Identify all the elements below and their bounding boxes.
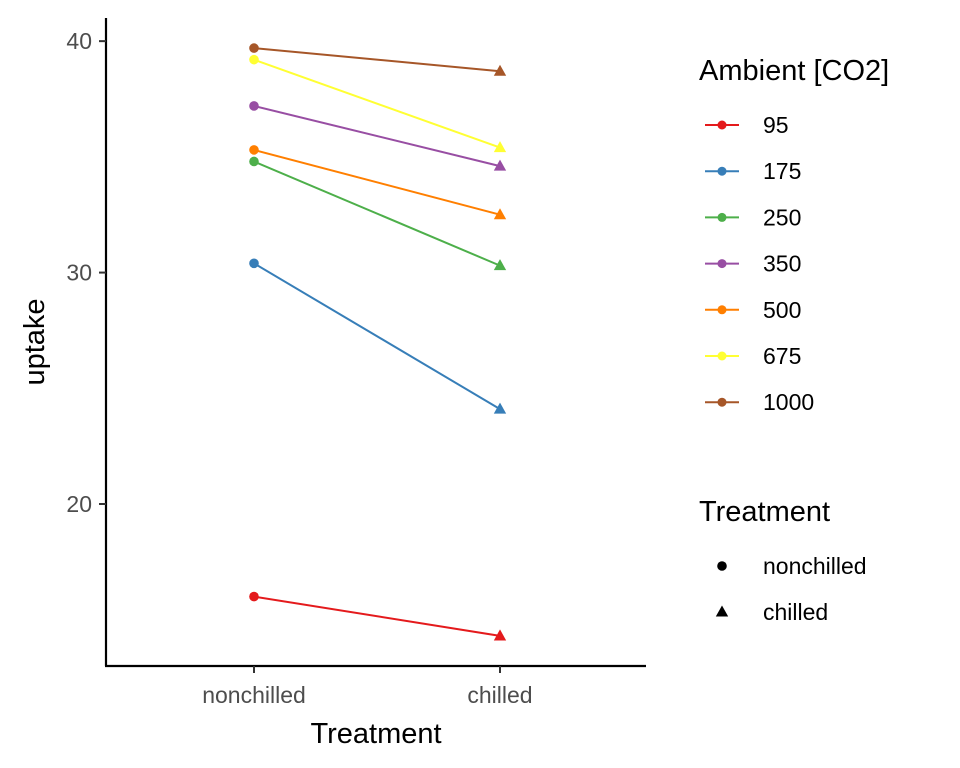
series-line-675 [253, 58, 501, 149]
legend-label: 175 [763, 158, 801, 184]
legend-label: 250 [763, 204, 801, 230]
point-chilled-95 [493, 629, 507, 641]
legend-key-point [717, 397, 727, 407]
point-nonchilled-500 [249, 145, 259, 155]
point-nonchilled-350 [249, 101, 259, 111]
legend-key-point [717, 305, 727, 315]
legend-label: nonchilled [763, 553, 867, 579]
point-chilled-675 [493, 141, 507, 153]
series-350 [249, 101, 507, 171]
legend-circle-key [717, 561, 727, 571]
y-ticks: 20 30 40 [66, 28, 106, 517]
point-nonchilled-675 [249, 54, 259, 65]
point-chilled-350 [493, 159, 507, 171]
point-chilled-175 [493, 402, 507, 414]
x-tick-label: chilled [467, 682, 532, 708]
point-chilled-250 [493, 259, 507, 271]
color-legend-item: 175 [705, 158, 801, 184]
color-legend: 95 175 250 350 500 675 1000 [705, 112, 814, 415]
series-line-1000 [253, 47, 501, 73]
legend-key-point [717, 212, 727, 222]
color-legend-item: 675 [705, 343, 801, 369]
point-nonchilled-95 [249, 591, 259, 602]
color-legend-item: 350 [705, 251, 801, 277]
x-tick-label: nonchilled [202, 682, 306, 708]
point-nonchilled-250 [249, 156, 259, 167]
legend-label: 500 [763, 297, 801, 323]
series-250 [249, 156, 507, 271]
color-legend-item: 500 [705, 297, 801, 323]
x-ticks: nonchilled chilled [202, 666, 533, 708]
y-tick-label: 30 [66, 260, 92, 286]
series-line-350 [253, 104, 501, 168]
shape-legend-item: nonchilled [717, 553, 867, 579]
legend-label: 675 [763, 343, 801, 369]
shape-legend: nonchilled chilled [715, 553, 867, 625]
series-675 [249, 54, 507, 153]
legend-label: 350 [763, 251, 801, 277]
series-line-500 [253, 148, 501, 216]
color-legend-item: 95 [705, 112, 789, 138]
y-tick-label: 20 [66, 491, 92, 517]
shape-legend-item: chilled [715, 599, 828, 625]
y-tick-label: 40 [66, 28, 92, 54]
legend-key-point [717, 166, 727, 176]
legend-key-point [717, 120, 727, 130]
color-legend-title: Ambient [CO2] [699, 55, 889, 87]
point-chilled-1000 [493, 64, 507, 76]
legend-label: chilled [763, 599, 828, 625]
series-layer [249, 43, 507, 641]
series-line-175 [253, 262, 501, 410]
shape-legend-title: Treatment [699, 496, 830, 528]
legend-triangle-key [715, 605, 729, 617]
series-175 [249, 258, 507, 414]
legend-key-point [717, 351, 727, 361]
point-nonchilled-1000 [249, 43, 259, 53]
legend-label: 95 [763, 112, 789, 138]
point-chilled-500 [493, 208, 507, 220]
series-500 [249, 145, 507, 220]
legend-key-point [717, 259, 727, 269]
series-line-95 [253, 595, 501, 637]
legend-label: 1000 [763, 389, 814, 415]
series-95 [249, 591, 507, 641]
color-legend-item: 1000 [705, 389, 814, 415]
x-axis-title: Treatment [310, 718, 441, 750]
point-nonchilled-175 [249, 258, 259, 269]
series-1000 [249, 43, 507, 76]
y-axis-title: uptake [19, 298, 51, 385]
color-legend-item: 250 [705, 204, 801, 230]
series-line-250 [253, 160, 501, 267]
